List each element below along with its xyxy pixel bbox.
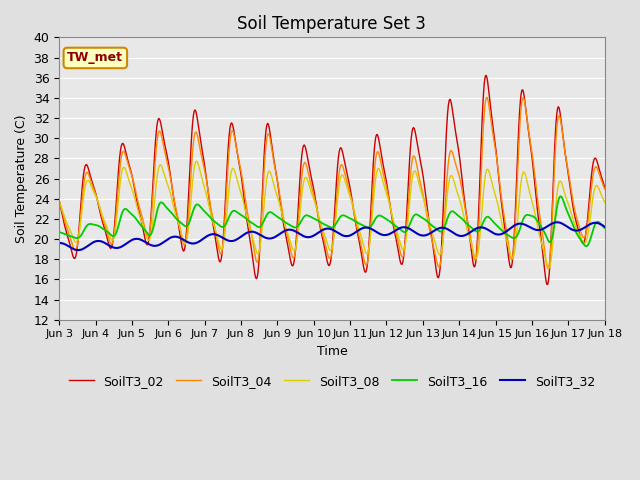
- SoilT3_32: [74, 247, 82, 253]
- SoilT3_32: [122, 241, 130, 247]
- SoilT3_32: [399, 224, 406, 230]
- Line: SoilT3_04: SoilT3_04: [59, 97, 605, 268]
- SoilT3_04: [414, 168, 422, 174]
- SoilT3_02: [543, 282, 551, 288]
- SoilT3_08: [193, 158, 200, 164]
- SoilT3_04: [177, 228, 184, 233]
- SoilT3_08: [65, 225, 73, 231]
- SoilT3_02: [398, 261, 406, 267]
- SoilT3_16: [601, 225, 609, 231]
- SoilT3_02: [65, 238, 73, 244]
- SoilT3_32: [415, 231, 422, 237]
- SoilT3_08: [177, 228, 184, 233]
- SoilT3_02: [483, 72, 490, 78]
- SoilT3_02: [601, 184, 609, 190]
- Line: SoilT3_32: SoilT3_32: [59, 222, 605, 250]
- SoilT3_16: [55, 229, 63, 235]
- SoilT3_16: [205, 214, 213, 219]
- X-axis label: Time: Time: [317, 345, 348, 358]
- SoilT3_32: [206, 232, 214, 238]
- SoilT3_04: [398, 254, 406, 260]
- Y-axis label: Soil Temperature (C): Soil Temperature (C): [15, 114, 28, 243]
- SoilT3_02: [177, 235, 184, 241]
- SoilT3_08: [122, 166, 129, 171]
- SoilT3_04: [205, 196, 213, 202]
- SoilT3_32: [553, 219, 561, 225]
- SoilT3_04: [544, 265, 552, 271]
- SoilT3_08: [415, 180, 422, 185]
- SoilT3_02: [55, 198, 63, 204]
- SoilT3_04: [601, 186, 609, 192]
- Line: SoilT3_08: SoilT3_08: [59, 161, 605, 268]
- SoilT3_04: [55, 198, 63, 204]
- SoilT3_16: [65, 233, 73, 239]
- SoilT3_16: [177, 219, 184, 225]
- SoilT3_04: [483, 95, 491, 100]
- SoilT3_08: [55, 199, 63, 205]
- SoilT3_32: [55, 240, 63, 246]
- Line: SoilT3_02: SoilT3_02: [59, 75, 605, 285]
- SoilT3_02: [205, 199, 213, 204]
- SoilT3_32: [65, 244, 73, 250]
- SoilT3_04: [122, 151, 129, 157]
- SoilT3_32: [177, 236, 185, 241]
- SoilT3_08: [601, 199, 609, 205]
- Text: TW_met: TW_met: [67, 51, 124, 64]
- SoilT3_08: [399, 247, 406, 252]
- SoilT3_08: [206, 208, 214, 214]
- SoilT3_16: [557, 193, 564, 199]
- Title: Soil Temperature Set 3: Soil Temperature Set 3: [237, 15, 426, 33]
- SoilT3_32: [601, 224, 609, 229]
- Legend: SoilT3_02, SoilT3_04, SoilT3_08, SoilT3_16, SoilT3_32: SoilT3_02, SoilT3_04, SoilT3_08, SoilT3_…: [63, 370, 600, 393]
- SoilT3_04: [65, 231, 73, 237]
- SoilT3_16: [122, 206, 129, 212]
- SoilT3_02: [122, 146, 129, 152]
- SoilT3_08: [545, 265, 552, 271]
- SoilT3_16: [398, 228, 406, 234]
- Line: SoilT3_16: SoilT3_16: [59, 196, 605, 246]
- SoilT3_16: [582, 243, 590, 249]
- SoilT3_02: [414, 145, 422, 151]
- SoilT3_16: [414, 212, 422, 218]
